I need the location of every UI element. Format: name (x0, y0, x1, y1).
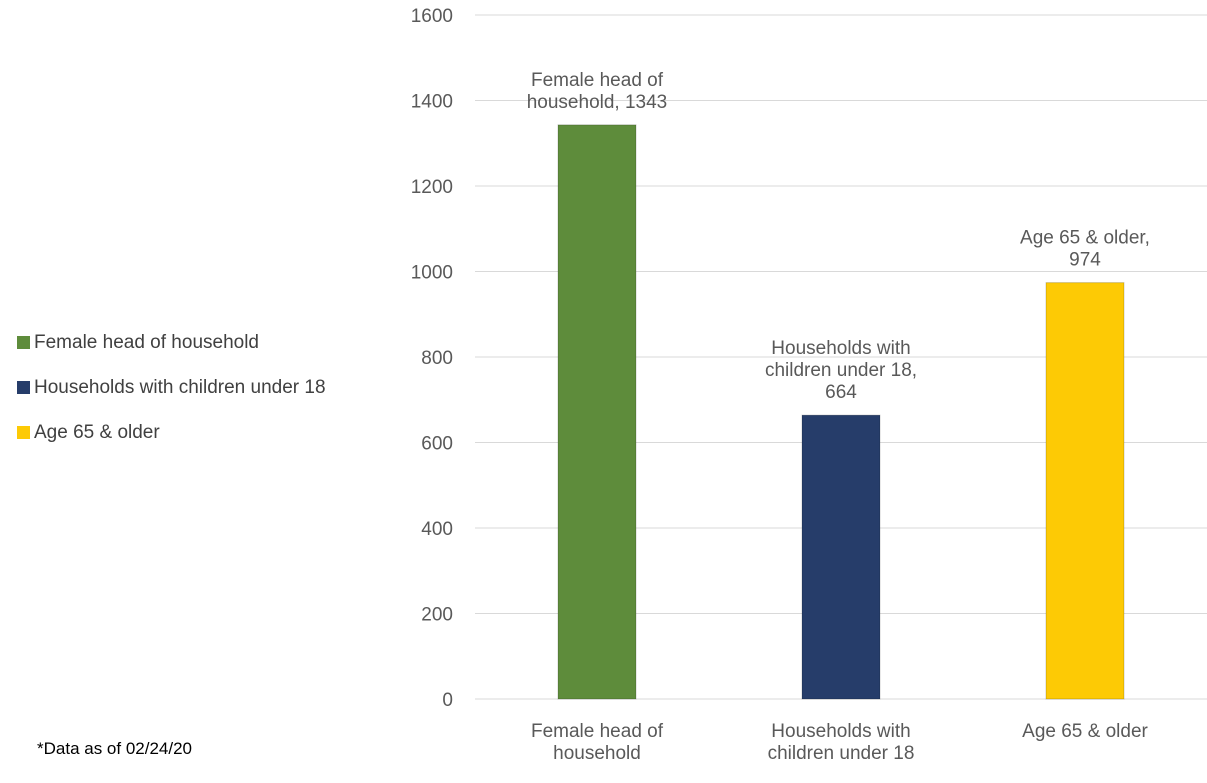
data-labels: Female head of household, 1343 Households … (527, 70, 1150, 403)
y-tick-label-1200: 1200 (411, 177, 453, 198)
legend-label-female-head: Female head of household (34, 331, 259, 353)
y-tick-label-200: 200 (421, 605, 453, 626)
y-tick-label-1400: 1400 (411, 92, 453, 113)
legend-label-age-65-older: Age 65 & older (34, 421, 160, 443)
legend-label-children-under-18: Households with children under 18 (34, 376, 326, 398)
x-tick-label-age-65-and-older: Age 65 & older (1022, 721, 1148, 742)
y-tick-label-600: 600 (421, 434, 453, 455)
chart-legend: Female head of household Households with… (17, 330, 326, 465)
x-tick-label-female-head-of-household: Female head of household (531, 721, 664, 764)
legend-swatch-age-65-older (17, 426, 30, 439)
x-axis-tick-labels: Female head of household Households with ch… (531, 721, 1149, 764)
y-tick-label-1000: 1000 (411, 263, 453, 284)
data-label-female-head-of-household: Female head of household, 1343 (527, 70, 668, 113)
y-tick-label-800: 800 (421, 348, 453, 369)
y-tick-label-400: 400 (421, 519, 453, 540)
data-label-age-65-and-older: Age 65 & older, 974 (1020, 228, 1150, 271)
x-tick-label-households-with-children-under-18: Households with children under 18 (768, 721, 915, 764)
y-tick-label-1600: 1600 (411, 6, 453, 27)
bar-female-head-of-household (557, 124, 637, 700)
data-label-households-with-children-under-18: Households with children under 18, 664 (765, 338, 917, 403)
bar-households-with-children-under-18 (801, 414, 881, 700)
y-tick-label-0: 0 (442, 690, 453, 711)
legend-item-female-head: Female head of household (17, 330, 326, 355)
bar-age-65-and-older (1045, 282, 1125, 700)
legend-item-children-under-18: Households with children under 18 (17, 375, 326, 400)
data-date-footnote: *Data as of 02/24/20 (37, 739, 193, 758)
legend-swatch-children-under-18 (17, 381, 30, 394)
y-axis-tick-labels: 0 200 400 600 800 1000 1200 1400 1600 (411, 6, 453, 711)
bars (557, 124, 1125, 700)
legend-swatch-female-head (17, 336, 30, 349)
legend-item-age-65-older: Age 65 & older (17, 420, 326, 445)
